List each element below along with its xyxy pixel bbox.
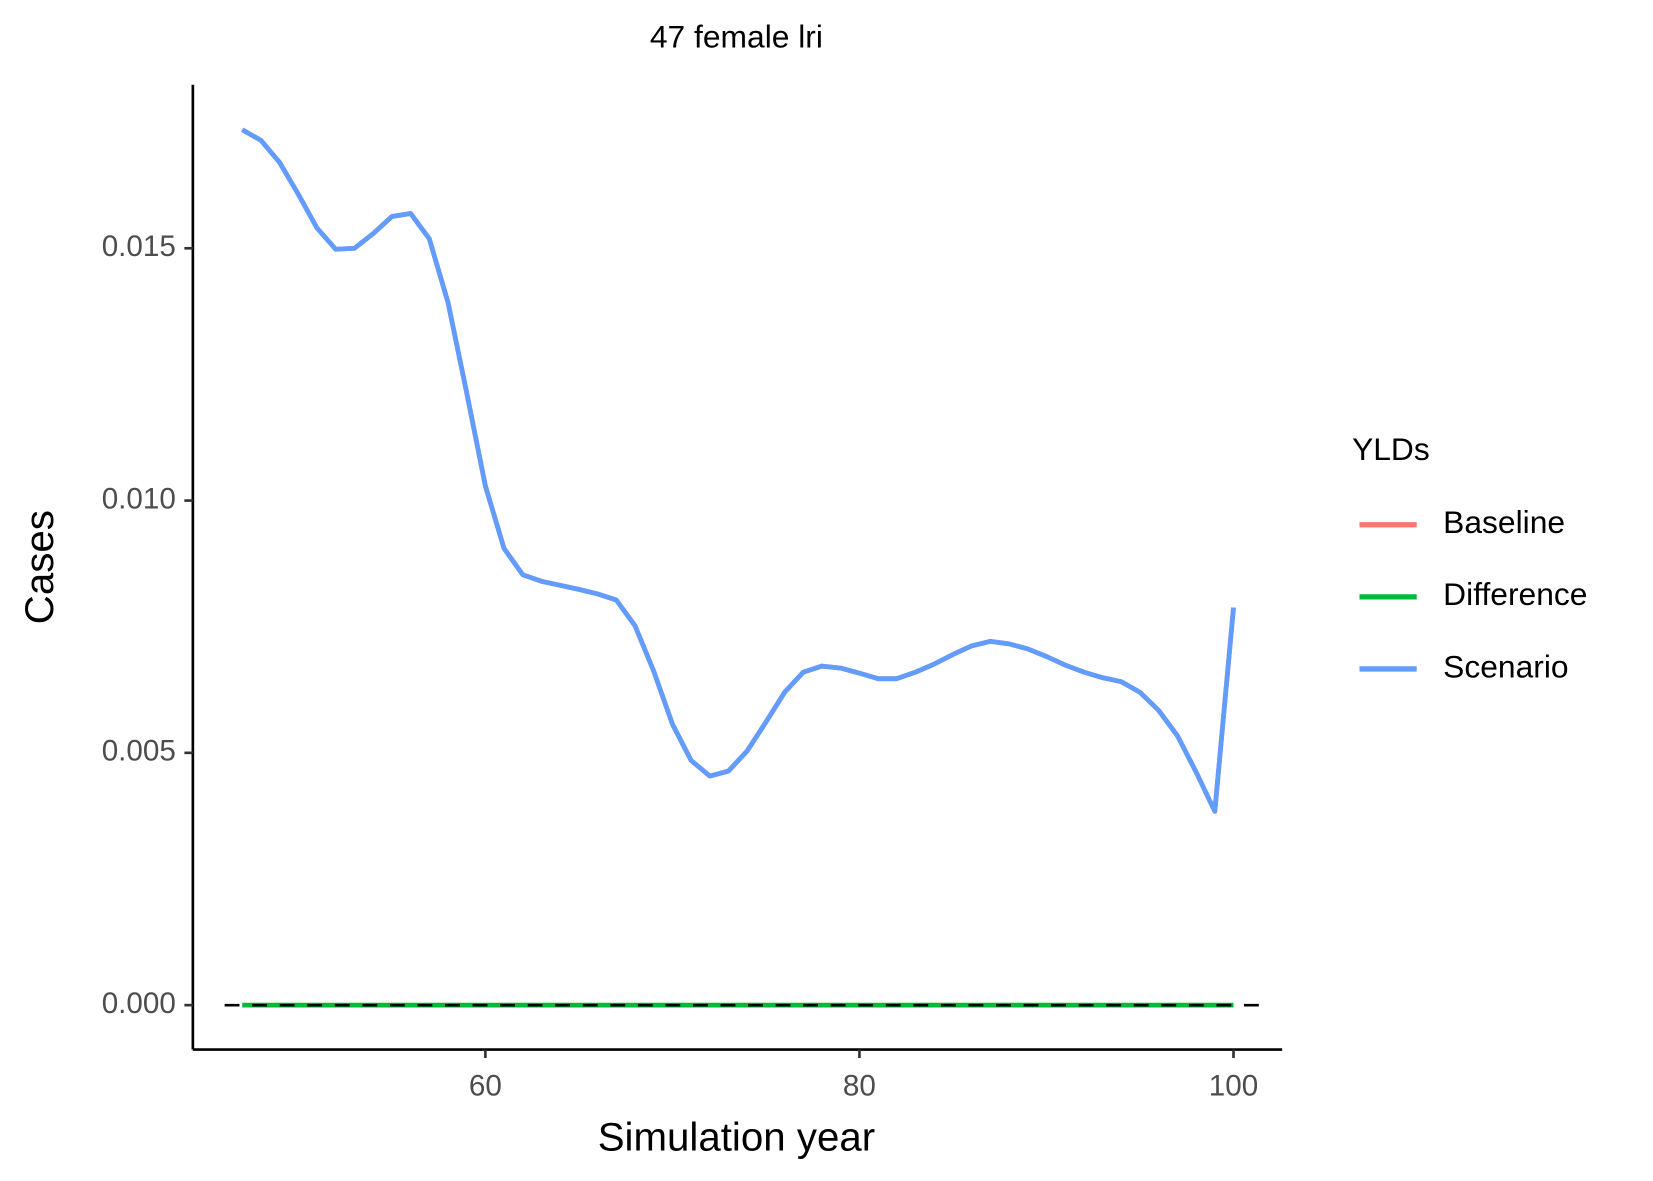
x-tick-label: 80 bbox=[843, 1070, 876, 1103]
x-tick-label: 60 bbox=[469, 1070, 502, 1103]
chart-title: 47 female lri bbox=[650, 19, 823, 55]
y-tick-label: 0.000 bbox=[102, 987, 176, 1020]
legend-label: Baseline bbox=[1443, 504, 1565, 540]
legend-title: YLDs bbox=[1352, 431, 1430, 467]
legend-label: Difference bbox=[1443, 576, 1587, 612]
x-tick-label: 100 bbox=[1209, 1070, 1258, 1103]
y-tick-label: 0.015 bbox=[102, 230, 176, 263]
legend-label: Scenario bbox=[1443, 648, 1568, 684]
x-axis-title: Simulation year bbox=[598, 1114, 875, 1159]
y-tick-label: 0.010 bbox=[102, 482, 176, 515]
series-line bbox=[241, 127, 1236, 814]
y-axis-title: Cases bbox=[17, 510, 62, 624]
y-tick-label: 0.005 bbox=[102, 735, 176, 768]
